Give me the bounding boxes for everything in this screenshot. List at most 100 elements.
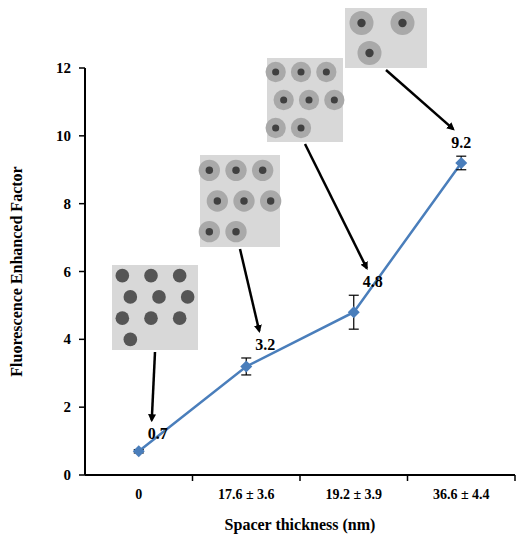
inset-shell [260,190,281,211]
inset-shell [225,160,246,181]
data-label: 0.7 [148,425,168,442]
inset-core [297,68,304,75]
y-tick-label: 4 [64,331,72,347]
point [133,445,145,457]
y-tick-label: 0 [64,467,72,483]
inset-shell [207,190,228,211]
inset-shell [350,11,374,35]
error-bar [349,295,359,329]
inset-core [116,269,130,283]
inset-shell [225,221,246,242]
inset-core [144,311,158,325]
inset-core [144,269,158,283]
inset-core [272,124,279,131]
inset-shell [266,62,286,82]
inset-core [259,167,266,174]
x-tick-label: 36.6 ± 4.4 [433,487,490,502]
inset-core [214,197,221,204]
arrow [386,70,453,129]
inset-shell [233,190,254,211]
error-bar [241,358,251,375]
arrow [305,144,367,268]
inset-core [232,228,239,235]
inset-core [173,269,187,283]
inset-core [206,167,213,174]
inset-shell [274,90,294,110]
inset-image [199,155,282,247]
inset-shell [324,90,344,110]
data-label: 4.8 [363,273,383,290]
inset-core [152,290,166,304]
error-cap [241,374,251,375]
inset-core [357,19,365,27]
inset-core [124,333,138,347]
inset-shell [291,118,311,138]
y-tick-label: 8 [64,196,72,212]
y-tick [79,339,85,341]
inset-core [124,290,138,304]
inset-shell [291,62,311,82]
error-cap [349,295,359,296]
x-axis-title: Spacer thickness (nm) [225,516,376,534]
error-cap [349,329,359,330]
inset-core [240,197,247,204]
y-tick [79,406,85,408]
y-tick [79,474,85,476]
point [240,360,252,372]
inset-frame [345,8,427,68]
inset-core [116,311,130,325]
arrow [240,249,259,331]
inset-frame [112,265,198,350]
y-tick [79,203,85,205]
x-tick-label: 19.2 ± 3.9 [325,487,382,502]
x-tick [299,475,301,481]
y-axis-title: Fluorescence Enhanced Factor [8,166,25,376]
data-label: 3.2 [255,336,275,353]
arrow [152,352,155,420]
inset-core [398,19,406,27]
x-tick-label: 17.6 ± 3.6 [218,487,275,502]
inset-core [206,228,213,235]
inset-core [232,167,239,174]
data-label: 9.2 [451,134,471,151]
x-tick-label: 0 [135,487,142,502]
x-tick [192,475,194,481]
y-tick-label: 10 [56,128,71,144]
inset-core [280,96,287,103]
error-cap [456,156,466,157]
inset-core [267,197,274,204]
inset-image [345,8,427,68]
inset-core [331,96,338,103]
x-tick [407,475,409,481]
inset-shell [266,118,286,138]
y-tick [79,135,85,137]
inset-core [173,311,187,325]
inset-image [266,58,345,142]
inset-core [365,49,373,57]
chart: 0 2 4 6 8 10 12 0 17.6 ± 3.6 19.2 ± 3.9 36.6 ± 4.4… [0,0,527,547]
error-cap [241,357,251,358]
inset-shell [358,41,382,65]
y-tick-label: 6 [64,264,72,280]
y-tick-label: 2 [64,399,72,415]
y-tick [79,67,85,69]
inset-shell [299,90,319,110]
inset-image [112,265,198,350]
inset-core [323,68,330,75]
inset-core [297,124,304,131]
point [455,157,467,169]
error-cap [456,169,466,170]
y-tick [79,271,85,273]
inset-frame [200,155,280,247]
inset-shell [252,160,273,181]
inset-shell [199,160,220,181]
inset-core [181,290,195,304]
inset-shell [316,62,336,82]
inset-shell [391,11,415,35]
error-bar [456,156,466,170]
x-tick [514,475,516,481]
inset-core [305,96,312,103]
point [348,306,360,318]
y-tick-label: 12 [56,60,71,76]
inset-shell [199,221,220,242]
